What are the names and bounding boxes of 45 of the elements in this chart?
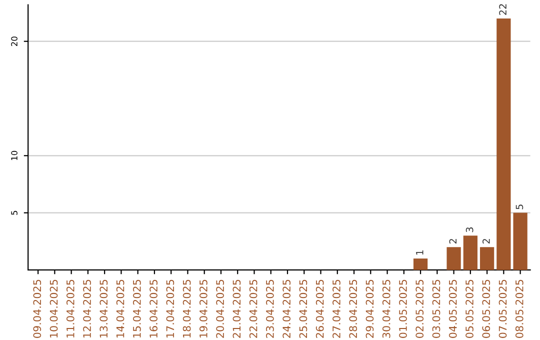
x-tick-label: 27.04.2025 <box>332 280 340 338</box>
x-tick-label: 28.04.2025 <box>349 280 358 338</box>
bar <box>496 18 511 270</box>
x-tick-label: 12.04.2025 <box>83 280 91 338</box>
x-tick-label: 11.04.2025 <box>66 280 74 338</box>
x-tick-label: 17.04.2025 <box>166 280 174 338</box>
x-tick-label: 06.05.2025 <box>482 280 490 338</box>
x-tick-label: 30.04.2025 <box>382 280 390 338</box>
x-tick-label: 07.05.2025 <box>498 280 507 338</box>
x-tick-label: 02.05.2025 <box>416 280 424 338</box>
x-tick-label: 23.04.2025 <box>266 280 274 338</box>
x-tick-label: 15.04.2025 <box>132 280 141 338</box>
bar <box>480 247 494 270</box>
x-tick-label: 20.04.2025 <box>216 280 224 338</box>
x-tick-label: 24.04.2025 <box>282 280 291 338</box>
bar <box>446 247 461 270</box>
x-tick-label: 26.04.2025 <box>316 280 324 338</box>
x-tick-label: 08.05.2025 <box>515 280 524 338</box>
x-tick-label: 04.05.2025 <box>448 280 457 338</box>
bar <box>413 258 428 270</box>
data-label: 2 <box>449 239 456 244</box>
x-tick-label: 29.04.2025 <box>366 280 374 338</box>
y-tick-label: 5 <box>11 210 18 215</box>
data-label: 5 <box>516 204 524 210</box>
data-label: 3 <box>466 227 474 232</box>
x-tick-label: 09.04.2025 <box>33 280 42 338</box>
bar <box>513 212 528 270</box>
y-tick-label: 10 <box>11 150 18 160</box>
x-tick-label: 01.05.2025 <box>399 280 407 338</box>
data-label: 2 <box>482 239 490 244</box>
x-tick-label: 16.04.2025 <box>150 280 158 338</box>
x-tick-label: 13.04.2025 <box>100 280 108 338</box>
x-tick-label: 19.04.2025 <box>199 280 208 338</box>
x-tick-label: 05.05.2025 <box>466 280 474 338</box>
x-tick-label: 22.04.2025 <box>249 280 258 338</box>
x-tick-label: 10.04.2025 <box>50 280 58 338</box>
x-tick-label: 21.04.2025 <box>232 280 241 338</box>
x-tick-label: 14.04.2025 <box>116 280 124 338</box>
data-label: 1 <box>416 250 424 255</box>
x-tick-label: 18.04.2025 <box>182 280 191 338</box>
data-label: 22 <box>499 4 506 15</box>
bar <box>463 236 478 270</box>
x-tick-label: 25.04.2025 <box>299 280 308 338</box>
y-tick-label: 20 <box>11 36 18 46</box>
x-tick-label: 03.05.2025 <box>432 280 440 338</box>
